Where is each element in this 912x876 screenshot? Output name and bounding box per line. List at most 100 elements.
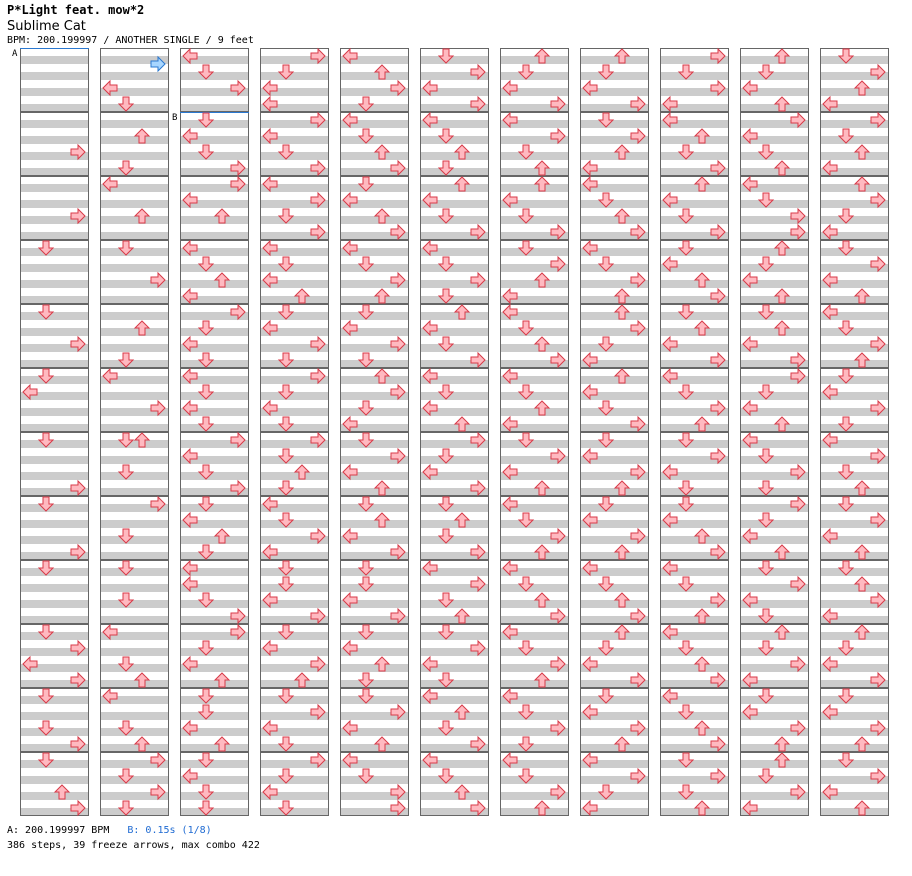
arrow-up-icon [613,208,631,224]
beat-stripe [660,152,729,160]
arrow-down-icon [677,576,695,592]
artist-name: P*Light feat. mow*2 [7,3,145,17]
arrow-down-icon [517,704,535,720]
arrow-down-icon [597,400,615,416]
beat-stripe [660,120,729,128]
arrow-down-icon [37,560,55,576]
arrow-down-icon [117,96,135,112]
beat-stripe [100,328,169,336]
beat-stripe [260,168,329,176]
beat-stripe [580,328,649,336]
beat-stripe [180,728,249,736]
measure-box [20,112,89,176]
arrow-up-icon [613,480,631,496]
beat-stripe [740,360,809,368]
arrow-left-icon [582,511,598,529]
measure-box [20,688,89,752]
arrow-right-icon [790,719,806,737]
arrow-right-icon [390,383,406,401]
beat-stripe [20,760,89,768]
measure-box [420,688,489,752]
beat-stripe [20,120,89,128]
beat-stripe [100,104,169,112]
arrow-right-icon [150,751,166,769]
beat-stripe [340,200,409,208]
beat-stripe [740,152,809,160]
beat-stripe [580,808,649,816]
arrow-up-icon [373,288,391,304]
beat-stripe [500,760,569,768]
arrow-right-icon [790,463,806,481]
beat-stripe [820,728,889,736]
beat-stripe [740,520,809,528]
beat-stripe [820,360,889,368]
beat-stripe [340,280,409,288]
beat-stripe [820,776,889,784]
measure-box [260,432,329,496]
beat-stripe [260,200,329,208]
arrow-up-icon [693,320,711,336]
beat-stripe [340,664,409,672]
arrow-right-icon [550,351,566,369]
arrow-right-icon [150,55,166,73]
beat-stripe [820,584,889,592]
beat-stripe [100,712,169,720]
beat-stripe [340,632,409,640]
beat-stripe [260,376,329,384]
beat-stripe [20,248,89,256]
beat-stripe [100,776,169,784]
beat-stripe [500,216,569,224]
beat-stripe [100,760,169,768]
measure-box [660,240,729,304]
beat-stripe [660,568,729,576]
arrow-left-icon [502,303,518,321]
beat-stripe [260,120,329,128]
arrow-down-icon [517,432,535,448]
measure-box [660,560,729,624]
arrow-left-icon [742,127,758,145]
arrow-up-icon [693,528,711,544]
beat-stripe [420,664,489,672]
beat-stripe [820,792,889,800]
arrow-right-icon [630,319,646,337]
arrow-down-icon [677,704,695,720]
beat-stripe [420,104,489,112]
beat-stripe [820,168,889,176]
arrow-right-icon [70,639,86,657]
beat-stripe [180,152,249,160]
beat-stripe [420,200,489,208]
beat-stripe [180,104,249,112]
beat-stripe [820,120,889,128]
beat-stripe [20,536,89,544]
measure-box [500,688,569,752]
measure-box [260,48,329,112]
beat-stripe [20,232,89,240]
beat-stripe [180,264,249,272]
beat-stripe [180,712,249,720]
beat-stripe [580,360,649,368]
beat-stripe [340,360,409,368]
beat-stripe [180,200,249,208]
arrow-right-icon [790,655,806,673]
arrow-down-icon [277,736,295,752]
beat-stripe [20,792,89,800]
beat-stripe [740,232,809,240]
beat-stripe [500,632,569,640]
arrow-right-icon [310,703,326,721]
arrow-left-icon [742,271,758,289]
arrow-down-icon [837,496,855,512]
arrow-down-icon [837,320,855,336]
measure-box [660,112,729,176]
arrow-down-icon [437,160,455,176]
beat-stripe [820,760,889,768]
beat-stripe [340,168,409,176]
arrow-left-icon [662,463,678,481]
beat-stripe [420,264,489,272]
arrow-up-icon [693,128,711,144]
measure-box [820,496,889,560]
beat-stripe [740,792,809,800]
arrow-down-icon [757,640,775,656]
arrow-up-icon [213,272,231,288]
beat-stripe [260,440,329,448]
arrow-up-icon [293,288,311,304]
